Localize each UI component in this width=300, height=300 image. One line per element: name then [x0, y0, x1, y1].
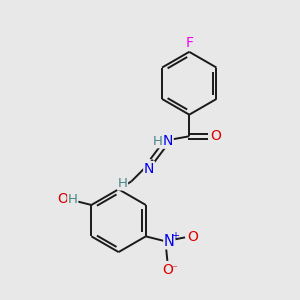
Text: O: O: [188, 230, 198, 244]
Text: H: H: [153, 135, 163, 148]
Text: H: H: [118, 177, 128, 190]
Text: N: N: [164, 234, 175, 249]
Text: O: O: [210, 129, 221, 143]
Text: +: +: [171, 231, 179, 242]
Text: N: N: [144, 162, 154, 176]
Text: H: H: [68, 193, 78, 206]
Text: F: F: [185, 36, 193, 50]
Text: O: O: [57, 192, 68, 206]
Text: N: N: [163, 134, 173, 148]
Text: ⁻: ⁻: [171, 265, 177, 275]
Text: O: O: [162, 263, 173, 277]
